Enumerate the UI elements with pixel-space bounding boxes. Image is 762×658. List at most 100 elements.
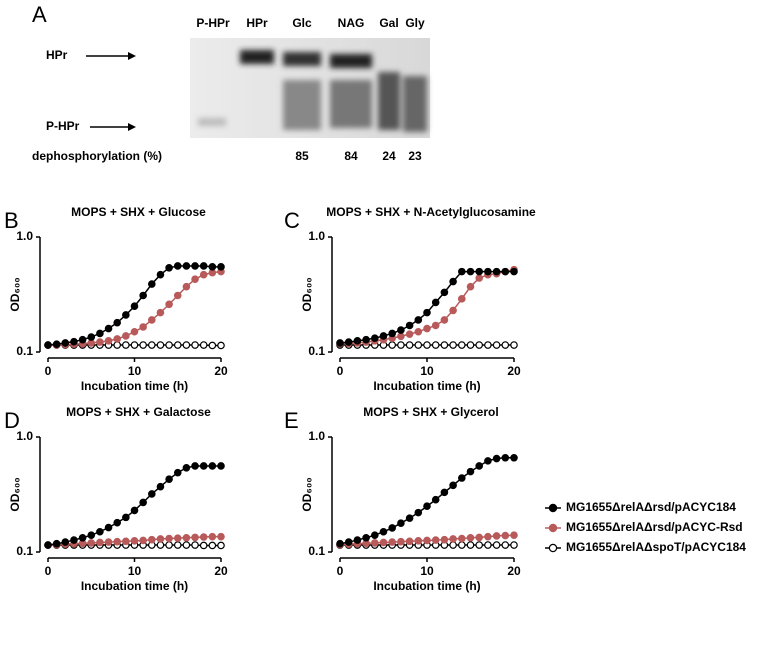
data-point <box>130 506 139 515</box>
gel-bands <box>198 50 427 132</box>
data-point <box>199 533 208 541</box>
data-point <box>353 536 362 544</box>
y-tick-label: 0.1 <box>16 344 33 358</box>
data-point <box>397 326 405 334</box>
x-axis-label: Incubation time (h) <box>81 379 188 393</box>
data-point <box>52 340 61 348</box>
data-point <box>165 263 173 272</box>
data-point <box>87 539 96 547</box>
data-point <box>199 341 208 349</box>
data-point <box>70 337 78 346</box>
data-point <box>113 341 122 349</box>
data-point <box>379 527 388 536</box>
data-point <box>148 535 156 544</box>
y-axis-label: OD₆₀₀ <box>8 477 22 511</box>
data-point <box>182 541 191 549</box>
y-tick-label: 1.0 <box>308 429 325 443</box>
data-point <box>96 527 104 536</box>
data-point <box>475 462 484 470</box>
data-point <box>501 541 510 549</box>
legend-marker <box>548 543 558 553</box>
data-point <box>457 341 466 349</box>
data-point <box>122 513 130 522</box>
data-point <box>484 532 492 541</box>
data-point <box>87 333 96 341</box>
data-point <box>397 537 405 546</box>
data-point <box>96 338 104 346</box>
data-point <box>122 537 130 546</box>
data-point <box>370 531 379 539</box>
data-point <box>449 341 457 349</box>
data-point <box>139 536 147 545</box>
panel-letter: B <box>4 208 19 233</box>
lane-label: HPr <box>246 16 268 30</box>
data-point <box>370 539 379 547</box>
row-label: dephosphorylation (%) <box>32 149 162 163</box>
chart-title: MOPS + SHX + Galactose <box>66 405 211 419</box>
data-point <box>449 306 457 315</box>
chart: B MOPS + SHX + Glucose 0.1 1.0 0 10 20 Incubati… <box>4 205 228 393</box>
data-point <box>397 519 405 528</box>
chart-title: MOPS + SHX + N-Acetylglucosamine <box>326 205 536 219</box>
data-point <box>173 341 182 349</box>
data-point <box>139 291 147 300</box>
legend-marker <box>548 503 558 513</box>
data-point <box>397 332 405 341</box>
data-point <box>344 338 353 346</box>
data-point <box>457 295 466 303</box>
data-point <box>148 280 156 288</box>
data-point <box>397 341 405 349</box>
lane-label: Gal <box>379 16 398 30</box>
data-point <box>492 532 501 540</box>
data-point <box>449 541 457 549</box>
data-point <box>405 537 414 546</box>
data-point <box>217 263 225 271</box>
legend-label: MG1655ΔrelAΔrsd/pACYC-Rsd <box>566 520 743 534</box>
data-point <box>423 341 431 349</box>
data-point <box>148 490 156 498</box>
value-label: 85 <box>295 149 309 163</box>
data-point <box>199 270 208 279</box>
data-point <box>449 535 457 543</box>
data-point <box>475 267 484 276</box>
data-point <box>466 533 475 542</box>
y-tick-label: 1.0 <box>16 429 33 443</box>
data-point <box>492 341 501 349</box>
data-point <box>104 523 113 532</box>
data-point <box>165 541 173 549</box>
x-tick-label: 0 <box>337 364 344 378</box>
data-point <box>130 341 139 349</box>
x-tick-label: 10 <box>128 364 142 378</box>
data-point <box>87 531 96 539</box>
data-point <box>466 267 475 276</box>
data-point <box>449 277 457 286</box>
data-point <box>475 341 484 349</box>
data-point <box>191 541 199 549</box>
data-point <box>156 482 165 491</box>
value-label: 84 <box>344 149 358 163</box>
data-point <box>191 533 199 542</box>
data-point <box>431 298 440 307</box>
data-point <box>457 474 466 482</box>
x-tick-label: 20 <box>507 564 521 578</box>
data-point <box>52 539 61 548</box>
data-point <box>466 467 475 476</box>
y-tick-label: 0.1 <box>308 544 325 558</box>
data-point <box>431 321 440 330</box>
data-point <box>414 341 423 349</box>
data-point <box>70 536 78 544</box>
data-point <box>449 481 457 490</box>
legend: MG1655ΔrelAΔrsd/pACYC184 MG1655ΔrelAΔrsd/… <box>545 500 746 554</box>
data-point <box>484 341 492 349</box>
data-point <box>156 535 165 543</box>
data-point <box>191 462 199 470</box>
data-point <box>156 270 165 279</box>
data-point <box>501 531 510 540</box>
x-tick-label: 0 <box>45 364 52 378</box>
x-tick-label: 10 <box>420 364 434 378</box>
data-point <box>388 329 397 338</box>
data-point <box>44 541 52 549</box>
data-point <box>78 335 87 344</box>
data-point <box>457 267 466 276</box>
